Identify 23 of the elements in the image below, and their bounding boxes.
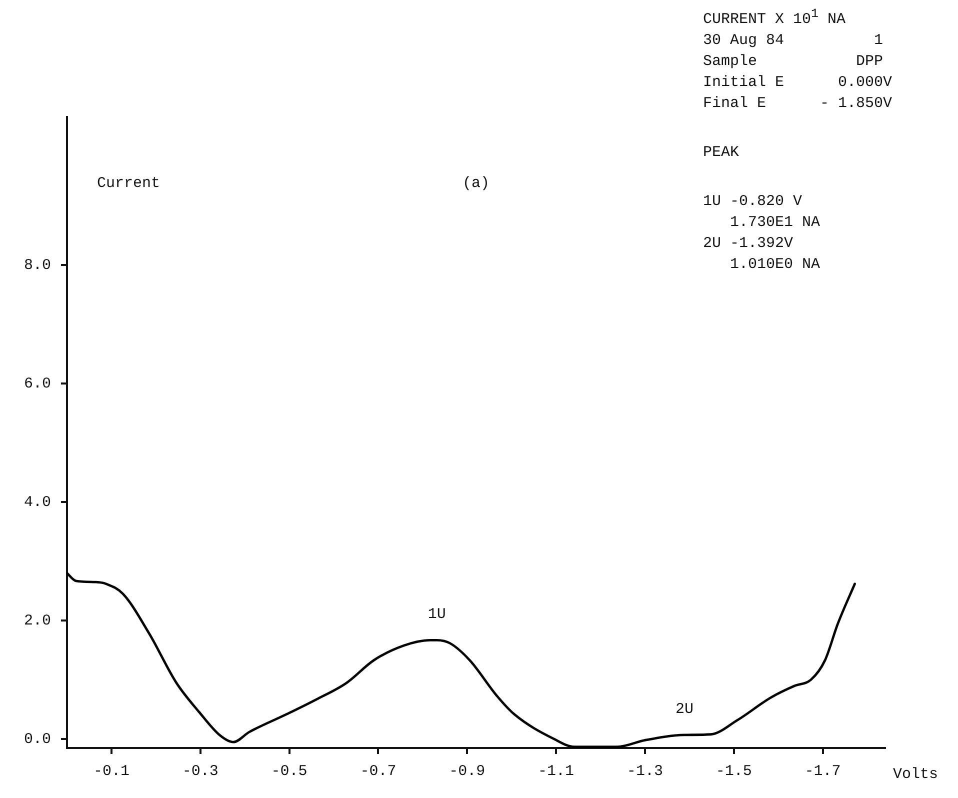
y-axis-title: Current <box>97 174 160 192</box>
y-tick-label: 0.0 <box>24 731 52 748</box>
text: CURRENT X 10$^{1}$ NA 30 Aug 84 1 Sample DPP Initial E 0.000V Final E - 1.850V <box>703 6 892 114</box>
x-tick-label: -0.9 <box>449 762 486 780</box>
x-tick-label: -1.3 <box>626 762 663 780</box>
y-tick-label: 4.0 <box>24 494 52 512</box>
x-tick-label: -0.1 <box>93 762 130 780</box>
line-series <box>67 572 856 748</box>
x-tick-label: -1.7 <box>804 762 841 780</box>
annotation: PEAK <box>703 143 740 163</box>
y-tick-label: 8.0 <box>24 257 52 274</box>
annotation: 1U <box>428 606 446 624</box>
annotation: 2U <box>675 700 694 718</box>
x-tick-label: -1.1 <box>538 762 574 780</box>
x-tick-label: -0.3 <box>182 762 218 780</box>
y-tick-label: 2.0 <box>24 612 52 630</box>
x-tick-label: -0.7 <box>360 762 396 780</box>
x-tick-label: -1.5 <box>716 762 752 780</box>
y-tick-label: 6.0 <box>24 376 52 393</box>
x-axis-title: Volts <box>893 766 938 783</box>
annotation: 1U -0.820 V 1.730E1 NA 2U -1.392V 1.010E0 NA <box>703 192 822 275</box>
x-tick-label: -0.5 <box>271 762 308 780</box>
text: (a) <box>462 174 490 192</box>
